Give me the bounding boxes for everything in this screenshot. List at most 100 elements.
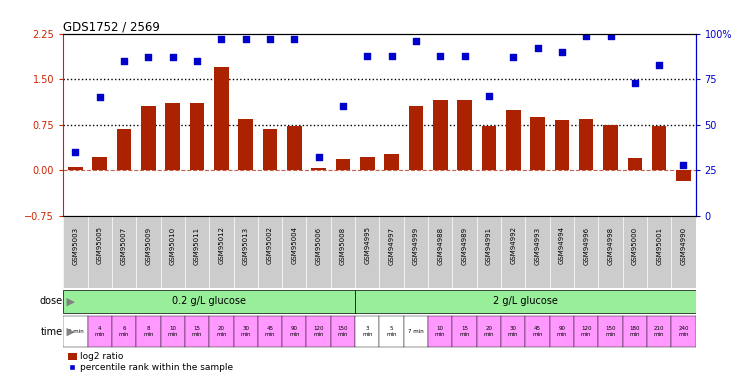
Text: 7 min: 7 min	[408, 329, 424, 334]
Bar	[550, 316, 574, 347]
Bar	[452, 316, 477, 347]
Text: GSM94994: GSM94994	[559, 226, 565, 264]
Point	[556, 49, 568, 55]
Text: GSM95001: GSM95001	[656, 226, 662, 265]
Text: 3
min: 3 min	[362, 326, 373, 337]
Point	[362, 53, 373, 58]
Text: GSM94989: GSM94989	[461, 226, 467, 265]
Text: 5
min: 5 min	[386, 326, 397, 337]
Point	[678, 162, 690, 168]
Bar	[404, 316, 428, 347]
Bar	[88, 216, 112, 288]
Bar	[307, 216, 331, 288]
Bar	[676, 170, 690, 181]
Text: 2 g/L glucose: 2 g/L glucose	[493, 296, 558, 306]
Text: ▶: ▶	[62, 296, 74, 306]
Point	[507, 54, 519, 60]
Text: GDS1752 / 2569: GDS1752 / 2569	[63, 21, 160, 34]
Bar	[141, 106, 155, 170]
Bar	[477, 316, 501, 347]
Bar	[355, 290, 696, 313]
Bar	[209, 316, 234, 347]
Bar	[574, 316, 598, 347]
Bar	[481, 126, 496, 170]
Text: GSM94997: GSM94997	[388, 226, 394, 265]
Bar	[428, 316, 452, 347]
Text: GSM94995: GSM94995	[365, 226, 371, 264]
Bar	[574, 216, 598, 288]
Bar	[238, 118, 253, 170]
Bar	[165, 104, 180, 170]
Bar	[112, 316, 136, 347]
Text: 15
min: 15 min	[459, 326, 469, 337]
Point	[264, 36, 276, 42]
Point	[483, 93, 495, 99]
Point	[410, 38, 422, 44]
Bar	[92, 157, 107, 170]
Bar	[282, 316, 307, 347]
Bar	[68, 167, 83, 170]
Bar	[214, 67, 228, 170]
Bar	[554, 120, 569, 170]
Text: 10
min: 10 min	[167, 326, 178, 337]
Text: GSM95002: GSM95002	[267, 226, 273, 264]
Text: ▶: ▶	[62, 327, 74, 337]
Point	[605, 33, 617, 39]
Bar	[477, 216, 501, 288]
Bar	[647, 216, 671, 288]
Text: GSM94988: GSM94988	[437, 226, 443, 265]
Bar	[234, 216, 258, 288]
Text: GSM95013: GSM95013	[243, 226, 248, 265]
Bar	[506, 110, 521, 170]
Bar	[311, 168, 326, 170]
Bar	[336, 159, 350, 170]
Bar	[112, 216, 136, 288]
Bar	[258, 316, 282, 347]
Text: 10
min: 10 min	[435, 326, 446, 337]
Bar	[185, 216, 209, 288]
Text: GSM95009: GSM95009	[145, 226, 151, 265]
Bar	[452, 216, 477, 288]
Text: 6
min: 6 min	[119, 326, 129, 337]
Bar	[185, 316, 209, 347]
Bar	[671, 316, 696, 347]
Bar	[63, 216, 88, 288]
Bar	[355, 316, 379, 347]
Bar	[307, 316, 331, 347]
Text: GSM95006: GSM95006	[315, 226, 321, 265]
Bar	[263, 129, 278, 170]
Point	[69, 149, 81, 155]
Text: GSM95012: GSM95012	[218, 226, 225, 264]
Bar	[161, 216, 185, 288]
Text: GSM94998: GSM94998	[608, 226, 614, 265]
Bar	[379, 316, 404, 347]
Bar	[579, 118, 594, 170]
Bar	[530, 117, 545, 170]
Text: GSM95000: GSM95000	[632, 226, 638, 265]
Bar	[652, 126, 667, 170]
Point	[118, 58, 130, 64]
Text: GSM94996: GSM94996	[583, 226, 589, 265]
Bar	[598, 216, 623, 288]
Bar	[136, 316, 161, 347]
Bar	[190, 104, 205, 170]
Text: 2 min: 2 min	[68, 329, 83, 334]
Text: GSM95008: GSM95008	[340, 226, 346, 265]
Bar	[63, 316, 88, 347]
Bar	[117, 129, 132, 170]
Bar	[525, 216, 550, 288]
Text: 90
min: 90 min	[557, 326, 567, 337]
Text: 120
min: 120 min	[313, 326, 324, 337]
Text: GSM95003: GSM95003	[72, 226, 78, 265]
Point	[385, 53, 397, 58]
Bar	[379, 216, 404, 288]
Bar	[603, 124, 618, 170]
Point	[240, 36, 251, 42]
Bar	[282, 216, 307, 288]
Point	[312, 154, 324, 160]
Bar	[647, 316, 671, 347]
Text: GSM95010: GSM95010	[170, 226, 176, 265]
Point	[94, 94, 106, 100]
Point	[289, 36, 301, 42]
Point	[142, 54, 154, 60]
